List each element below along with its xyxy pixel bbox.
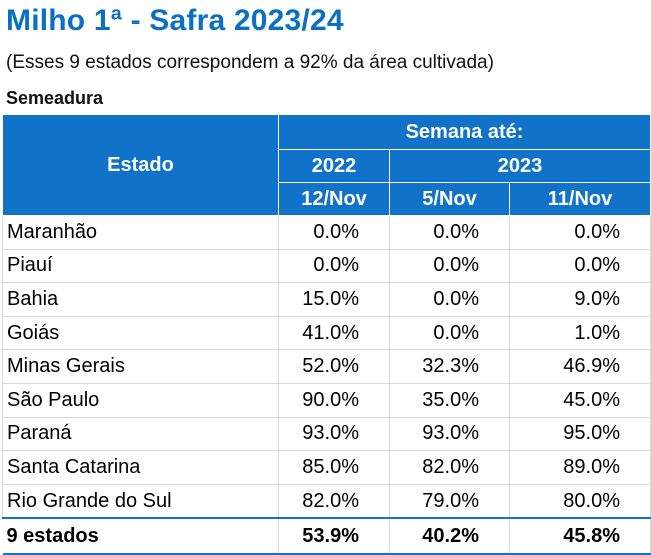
state-cell: Minas Gerais [2, 349, 279, 384]
table-body: Maranhão 0.0% 0.0% 0.0% Piauí 0.0% 0.0% 0.0% Bah… [2, 215, 651, 555]
header-estado: Estado [2, 114, 279, 216]
value-2023-5-nov: 32.3% [389, 349, 510, 384]
state-cell: Bahia [2, 282, 279, 317]
total-value-2023-11-nov: 45.8% [509, 517, 651, 555]
value-2022-12-nov: 82.0% [278, 484, 390, 519]
table-row: Santa Catarina 85.0% 82.0% 89.0% [2, 450, 651, 485]
total-state-cell: 9 estados [2, 517, 279, 555]
value-2023-11-nov: 1.0% [509, 316, 651, 351]
value-2022-12-nov: 90.0% [278, 383, 390, 418]
table-row: Maranhão 0.0% 0.0% 0.0% [2, 215, 651, 250]
value-2023-11-nov: 0.0% [509, 215, 651, 250]
value-2023-11-nov: 46.9% [509, 349, 651, 384]
total-value-2023-5-nov: 40.2% [389, 517, 510, 555]
state-cell: Santa Catarina [2, 450, 279, 485]
value-2023-5-nov: 93.0% [389, 417, 510, 452]
value-2023-5-nov: 0.0% [389, 215, 510, 250]
table-row: São Paulo 90.0% 35.0% 45.0% [2, 383, 651, 418]
value-2022-12-nov: 41.0% [278, 316, 390, 351]
state-cell: Maranhão [2, 215, 279, 250]
value-2022-12-nov: 15.0% [278, 282, 390, 317]
header-col-12-nov: 12/Nov [278, 182, 390, 216]
page-subtitle: (Esses 9 estados correspondem a 92% da á… [6, 52, 494, 73]
value-2022-12-nov: 85.0% [278, 450, 390, 485]
value-2023-5-nov: 35.0% [389, 383, 510, 418]
header-year-2023: 2023 [388, 149, 651, 183]
value-2022-12-nov: 93.0% [278, 417, 390, 452]
section-label: Semeadura [6, 88, 104, 108]
value-2023-11-nov: 0.0% [509, 249, 651, 284]
table-row: Paraná 93.0% 93.0% 95.0% [2, 417, 651, 452]
state-cell: Piauí [2, 249, 279, 284]
table-row: Minas Gerais 52.0% 32.3% 46.9% [2, 349, 651, 384]
table-row: Goiás 41.0% 0.0% 1.0% [2, 316, 651, 351]
value-2022-12-nov: 52.0% [278, 349, 390, 384]
value-2023-5-nov: 0.0% [389, 316, 510, 351]
state-cell: Rio Grande do Sul [2, 484, 279, 519]
value-2022-12-nov: 0.0% [278, 249, 390, 284]
header-year-2022: 2022 [278, 149, 390, 183]
state-cell: Paraná [2, 417, 279, 452]
table-row: Bahia 15.0% 0.0% 9.0% [2, 282, 651, 317]
header-semana: Semana até: [277, 114, 651, 150]
sowing-table: Estado Semana até: 2022 2023 12/Nov 5/No… [2, 114, 651, 555]
value-2022-12-nov: 0.0% [278, 215, 390, 250]
state-cell: São Paulo [2, 383, 279, 418]
value-2023-5-nov: 0.0% [389, 282, 510, 317]
value-2023-11-nov: 45.0% [509, 383, 651, 418]
total-value-2022-12-nov: 53.9% [278, 517, 390, 555]
value-2023-5-nov: 79.0% [389, 484, 510, 519]
table-row: Piauí 0.0% 0.0% 0.0% [2, 249, 651, 284]
state-cell: Goiás [2, 316, 279, 351]
value-2023-5-nov: 0.0% [389, 249, 510, 284]
value-2023-5-nov: 82.0% [389, 450, 510, 485]
total-row: 9 estados 53.9% 40.2% 45.8% [2, 517, 651, 555]
value-2023-11-nov: 80.0% [509, 484, 651, 519]
page-title: Milho 1ª - Safra 2023/24 [6, 4, 344, 37]
header-col-5-nov: 5/Nov [389, 182, 510, 216]
table-row: Rio Grande do Sul 82.0% 79.0% 80.0% [2, 484, 651, 519]
value-2023-11-nov: 9.0% [509, 282, 651, 317]
value-2023-11-nov: 89.0% [509, 450, 651, 485]
value-2023-11-nov: 95.0% [509, 417, 651, 452]
header-col-11-nov: 11/Nov [508, 182, 651, 216]
